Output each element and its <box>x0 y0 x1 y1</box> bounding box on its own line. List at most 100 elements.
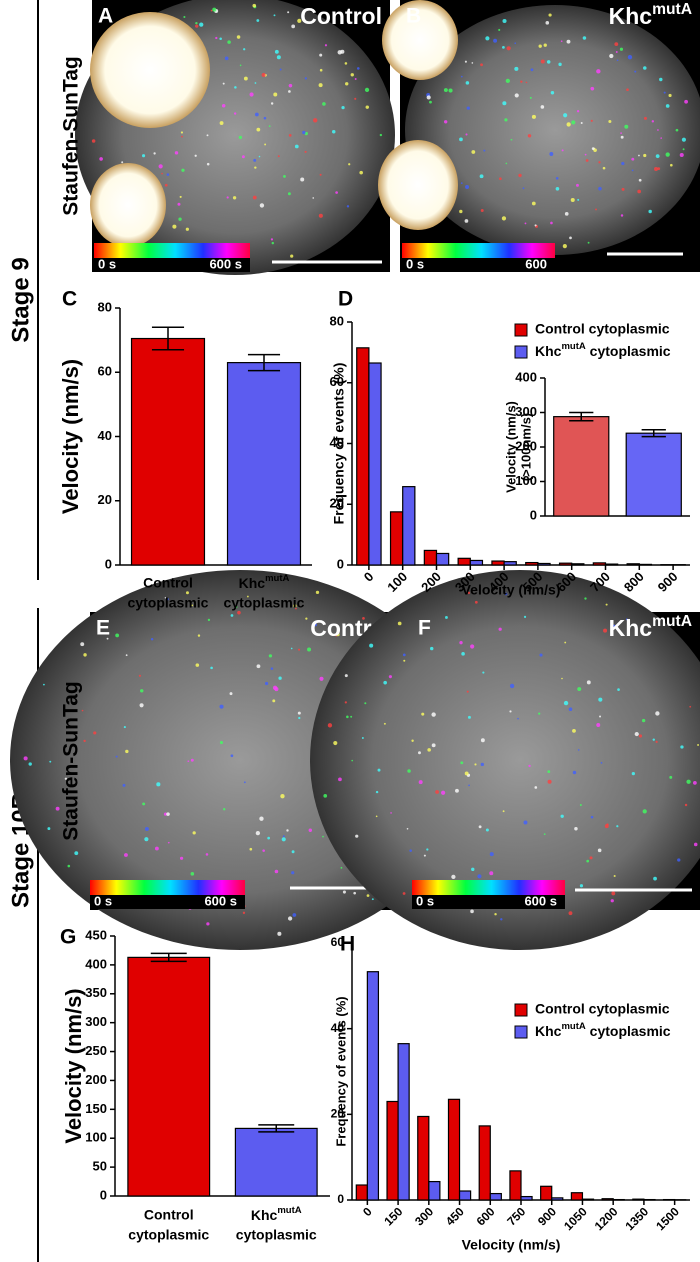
particle <box>617 688 620 691</box>
x-tick-label: cytoplasmic <box>128 595 209 611</box>
particle <box>602 166 606 170</box>
x-tick-label: 0 <box>361 569 377 585</box>
bar <box>397 1043 410 1201</box>
particle <box>64 777 68 780</box>
particle <box>566 39 571 44</box>
particle <box>502 810 505 813</box>
particle <box>397 621 402 626</box>
particle <box>480 738 485 743</box>
legend-label-part: cytoplasmic <box>586 343 671 359</box>
y-tick-label: 40 <box>331 1021 345 1035</box>
particle <box>464 219 469 223</box>
condition-label: KhcmutA <box>609 1 692 29</box>
particle <box>174 151 179 155</box>
particle <box>590 119 593 122</box>
particle <box>402 892 406 895</box>
y-axis-label: Frequency of events (%) <box>331 363 347 525</box>
particle <box>608 119 612 124</box>
bar <box>551 1197 564 1201</box>
particle <box>587 241 590 244</box>
panel-letter: F <box>418 617 431 640</box>
particle <box>464 60 467 63</box>
particle <box>470 644 475 649</box>
bar <box>601 1198 614 1201</box>
particle <box>418 780 423 785</box>
particle <box>272 685 278 690</box>
particle <box>319 173 322 176</box>
y-axis-label: Velocity (nm/s) <box>503 401 518 493</box>
particle <box>502 45 505 49</box>
particle <box>569 236 572 240</box>
y-tick-label: 300 <box>85 1014 107 1029</box>
particle <box>431 743 436 748</box>
particle <box>206 162 210 166</box>
particle <box>459 209 463 214</box>
bar <box>625 432 682 517</box>
particle <box>115 633 120 638</box>
particle <box>144 837 149 842</box>
y-axis-label: Frequency of events (%) <box>333 996 348 1146</box>
particle <box>106 637 109 640</box>
particle <box>571 120 576 125</box>
particle <box>350 715 353 718</box>
particle <box>660 137 662 139</box>
particle <box>591 147 595 151</box>
particle <box>561 149 564 152</box>
particle <box>207 618 211 622</box>
x-tick-label: 1500 <box>653 1204 682 1233</box>
particle <box>305 617 308 620</box>
particle <box>478 825 482 829</box>
particle <box>620 132 622 134</box>
particle <box>610 899 614 903</box>
particle <box>590 86 595 91</box>
bar <box>581 1198 595 1201</box>
particle <box>619 47 624 51</box>
particle <box>138 674 142 677</box>
particle <box>474 763 477 766</box>
particle <box>604 824 609 829</box>
particle <box>270 667 274 670</box>
particle <box>418 751 421 755</box>
particle <box>430 646 434 651</box>
particle <box>603 628 608 633</box>
particle <box>421 712 425 716</box>
particle <box>572 729 576 733</box>
particle <box>235 606 238 609</box>
particle <box>249 847 253 851</box>
bar <box>226 362 302 566</box>
particle <box>605 603 608 606</box>
particle <box>190 872 195 876</box>
particle <box>158 164 163 169</box>
particle <box>344 62 348 65</box>
particle <box>164 183 168 187</box>
particle <box>315 590 320 595</box>
particle <box>206 134 209 137</box>
particle <box>686 779 691 784</box>
particle <box>312 197 315 199</box>
particle <box>314 623 317 627</box>
particle <box>172 224 177 229</box>
particle <box>274 49 279 54</box>
legend-swatch <box>514 1025 528 1039</box>
x-axis-label: Velocity (nm/s) <box>462 1237 561 1253</box>
particle <box>219 704 224 709</box>
particle <box>652 738 655 741</box>
particle <box>74 851 79 856</box>
particle <box>641 718 646 723</box>
particle <box>268 125 271 128</box>
particle <box>638 734 643 738</box>
particle <box>517 717 519 720</box>
particle <box>331 129 336 134</box>
stage-label: Stage 9 <box>7 257 34 342</box>
particle <box>467 591 471 595</box>
particle <box>322 835 324 838</box>
particle <box>461 652 465 656</box>
bar <box>458 1190 472 1201</box>
bar <box>234 1127 318 1197</box>
particle <box>179 195 182 199</box>
colorbar-label: 0 s <box>94 893 112 908</box>
y-tick-label: 400 <box>515 369 537 384</box>
particle <box>197 634 201 637</box>
bar <box>592 562 607 566</box>
error-bar <box>150 952 187 963</box>
